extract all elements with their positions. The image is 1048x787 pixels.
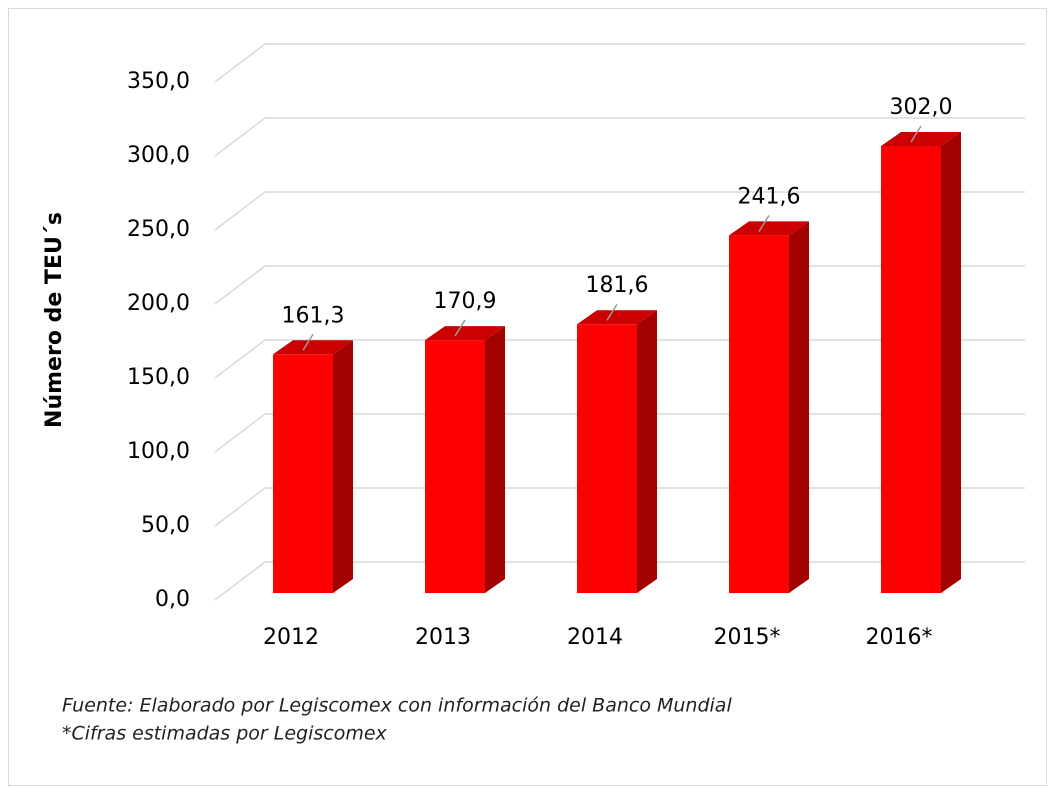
- value-label: 241,6: [738, 184, 801, 209]
- leader-line: [758, 215, 770, 232]
- source-note: Fuente: Elaborado por Legiscomex con inf…: [62, 695, 732, 717]
- y-tick-label: 0,0: [155, 587, 190, 612]
- value-label: 181,6: [586, 273, 649, 298]
- bar: [273, 340, 353, 593]
- leader-line: [454, 319, 466, 337]
- bar-top: [425, 326, 505, 341]
- y-tick-label: 50,0: [141, 513, 190, 538]
- y-tick-label: 300,0: [127, 143, 190, 168]
- leader-line: [606, 303, 618, 321]
- bar-side: [637, 310, 657, 593]
- y-axis-title: Número de TEU´s: [42, 212, 67, 428]
- bar-front: [577, 324, 637, 593]
- bar-top: [273, 340, 353, 355]
- value-label: 170,9: [434, 289, 497, 314]
- bar-front: [425, 340, 485, 593]
- x-tick-label: 2013: [415, 625, 471, 650]
- bar-front: [729, 235, 789, 593]
- y-tick-label: 200,0: [127, 291, 190, 316]
- x-tick-label: 2014: [567, 625, 623, 650]
- x-tick-label: 2015*: [714, 625, 781, 650]
- grid-line: [214, 43, 1025, 83]
- bar: [881, 132, 961, 594]
- value-label: 302,0: [890, 95, 953, 120]
- y-tick-label: 250,0: [127, 217, 190, 242]
- bar: [425, 326, 505, 593]
- bar-top: [729, 221, 809, 236]
- leader-line: [910, 125, 922, 143]
- bar-side: [485, 326, 505, 593]
- bar-top: [577, 310, 657, 325]
- bar-front: [273, 354, 333, 593]
- y-tick-label: 350,0: [127, 69, 190, 94]
- chart-border: [8, 8, 1047, 786]
- y-tick-label: 150,0: [127, 365, 190, 390]
- bar-side: [333, 340, 353, 593]
- bar: [729, 221, 809, 593]
- x-tick-label: 2016*: [866, 625, 933, 650]
- estimate-note: *Cifras estimadas por Legiscomex: [62, 723, 388, 745]
- bar-side: [789, 221, 809, 593]
- grid-line: [214, 191, 1025, 231]
- bar-front: [881, 146, 941, 594]
- grid-line: [214, 117, 1025, 157]
- leader-line: [302, 333, 314, 351]
- bar-top: [881, 132, 961, 147]
- bar: [577, 310, 657, 593]
- x-tick-label: 2012: [263, 625, 319, 650]
- y-tick-label: 100,0: [127, 439, 190, 464]
- value-label: 161,3: [282, 303, 345, 328]
- bar-side: [941, 132, 961, 594]
